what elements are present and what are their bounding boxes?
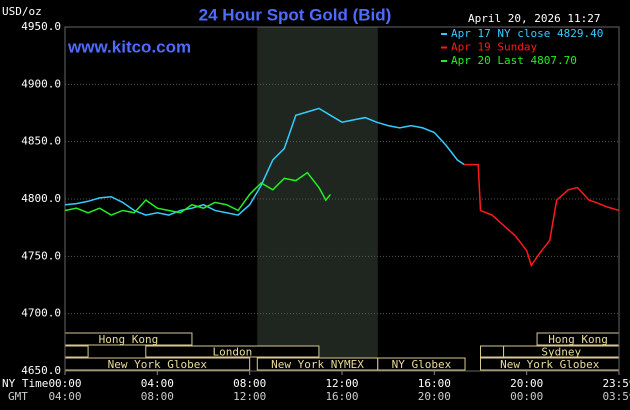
x2-tick-label: 16:00	[325, 390, 358, 403]
x-tick-label: 20:00	[510, 377, 543, 390]
x-tick-label: 12:00	[325, 377, 358, 390]
x2-row-label: GMT	[8, 390, 28, 403]
x-tick-label: 08:00	[233, 377, 266, 390]
y-tick-label: 4800.0	[21, 192, 61, 205]
y-tick-label: 4650.0	[21, 364, 61, 377]
x-row-label: NY Time	[2, 377, 48, 390]
series-line	[64, 171, 332, 216]
session-label: Hong Kong	[99, 333, 159, 346]
session-label: New York Globex	[108, 358, 208, 371]
legend-label: Apr 17 NY close 4829.40	[451, 27, 603, 40]
session-box	[480, 345, 505, 358]
y-label: USD/oz	[2, 5, 42, 18]
x-tick-label: 04:00	[141, 377, 174, 390]
session-label: London	[212, 346, 252, 359]
x2-tick-label: 20:00	[418, 390, 451, 403]
session-label: New York NYMEX	[271, 358, 364, 371]
x2-tick-label: 00:00	[510, 390, 543, 403]
x2-tick-label: 04:00	[48, 390, 81, 403]
session-label: Hong Kong	[548, 333, 608, 346]
session-label: Sydney	[541, 346, 581, 359]
x-tick-label: 00:00	[48, 377, 81, 390]
legend-label: Apr 19 Sunday	[451, 41, 537, 54]
legend-label: Apr 20 Last 4807.70	[451, 54, 577, 67]
x2-tick-label: 03:59	[602, 390, 630, 403]
x-tick-label: 16:00	[418, 377, 451, 390]
session-label: New York Globex	[500, 358, 600, 371]
session-box	[377, 357, 466, 371]
series-line	[64, 107, 465, 216]
x-tick-label: 23:59	[602, 377, 630, 390]
session-box	[64, 345, 89, 358]
x2-tick-label: 12:00	[233, 390, 266, 403]
watermark: www.kitco.com	[67, 37, 191, 56]
session-label: NY Globex	[392, 358, 452, 371]
y-tick-label: 4700.0	[21, 307, 61, 320]
x2-tick-label: 08:00	[141, 390, 174, 403]
y-tick-label: 4850.0	[21, 135, 61, 148]
y-tick-label: 4950.0	[21, 20, 61, 33]
timestamp: April 20, 2026 11:27	[468, 12, 600, 25]
plot-frame	[64, 26, 620, 372]
series-line	[464, 163, 620, 268]
session-box	[145, 345, 320, 358]
y-tick-label: 4900.0	[21, 77, 61, 90]
chart-title: 24 Hour Spot Gold (Bid)	[199, 5, 392, 24]
y-tick-label: 4750.0	[21, 249, 61, 262]
